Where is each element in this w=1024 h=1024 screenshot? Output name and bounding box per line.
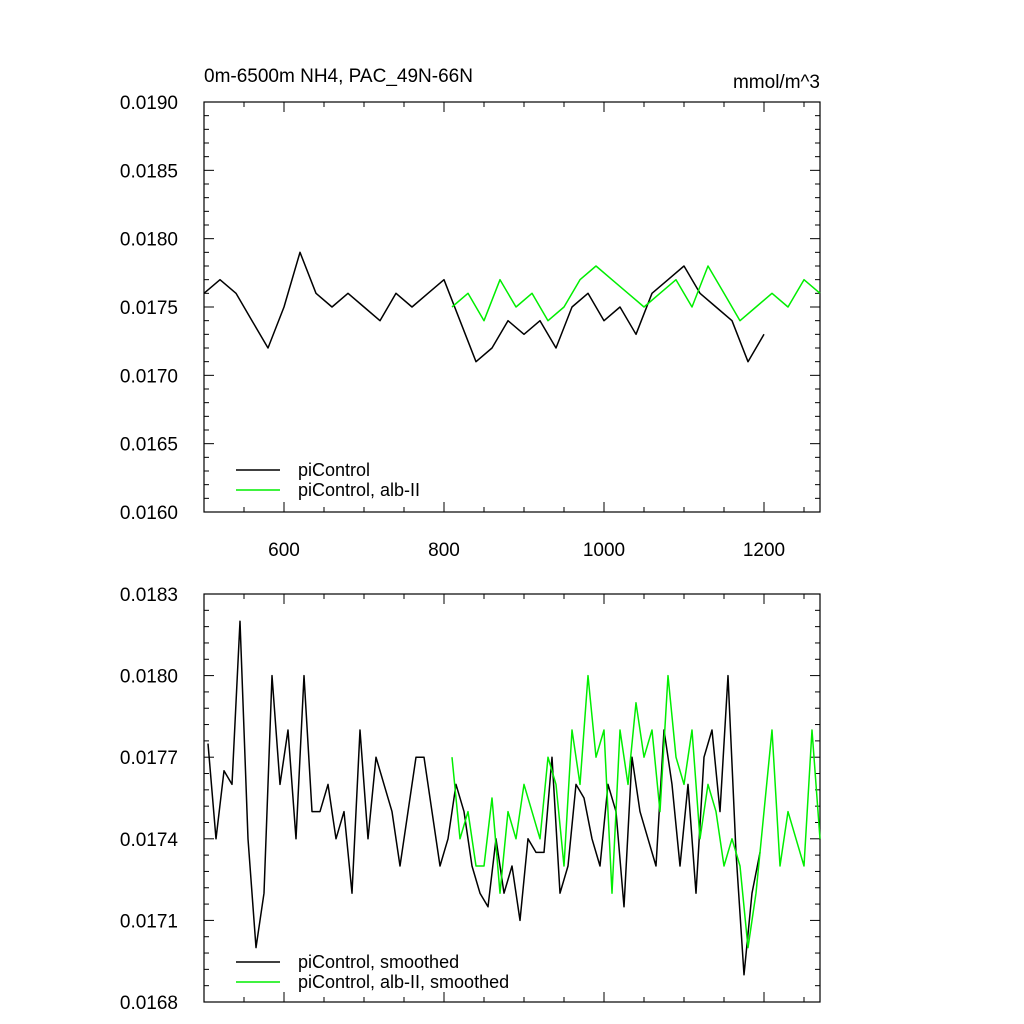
bottom-y-tick-label: 0.0171 (120, 911, 178, 932)
top-legend-label-alb: piControl, alb-II (298, 480, 420, 500)
top-panel: 0m-6500m NH4, PAC_49N-66N mmol/m^3 0.016… (120, 66, 821, 561)
top-axes-group: 0.0160 0.0165 0.0170 0.0175 0.0180 0.0185 0.01… (120, 93, 821, 561)
bottom-y-tick-label: 0.0183 (120, 585, 178, 606)
bottom-legend-label-picontrol: piControl, smoothed (298, 952, 459, 972)
top-series-line-0 (203, 251, 765, 363)
top-y-tick-label: 0.0175 (120, 298, 178, 319)
bottom-panel: 0.0168 0.0171 0.0174 0.0177 0.0180 0.0183 piC… (120, 585, 821, 1014)
top-legend-label-picontrol: piControl (298, 460, 370, 480)
top-series-group (203, 251, 821, 363)
top-x-tick-label: 800 (428, 540, 460, 561)
bottom-series-line-0 (207, 620, 761, 976)
top-y-tick-label: 0.0180 (120, 230, 178, 251)
top-y-tick-label: 0.0185 (120, 161, 178, 182)
top-y-tick-label: 0.0165 (120, 435, 178, 456)
top-legend: piControl piControl, alb-II (236, 460, 420, 500)
top-y-tick-label: 0.0160 (120, 503, 178, 524)
top-x-tick-label: 600 (268, 540, 300, 561)
bottom-y-tick-label: 0.0177 (120, 748, 178, 769)
bottom-y-tick-label: 0.0168 (120, 993, 178, 1014)
bottom-legend-label-alb: piControl, alb-II, smoothed (298, 972, 509, 992)
bottom-axes-group: 0.0168 0.0171 0.0174 0.0177 0.0180 0.0183 (120, 585, 821, 1014)
top-x-tick-label: 1000 (583, 540, 625, 561)
bottom-plot-frame (203, 593, 821, 1003)
bottom-series-group (207, 620, 821, 976)
bottom-legend: piControl, smoothed piControl, alb-II, s… (236, 952, 509, 992)
top-series-line-1 (451, 265, 821, 322)
top-title: 0m-6500m NH4, PAC_49N-66N (204, 66, 473, 87)
bottom-y-tick-label: 0.0174 (120, 830, 179, 851)
bottom-y-tick-label: 0.0180 (120, 667, 178, 688)
top-y-tick-label: 0.0170 (120, 366, 178, 387)
top-plot-frame (203, 101, 821, 513)
top-y-tick-label: 0.0190 (120, 93, 178, 114)
top-units-label: mmol/m^3 (733, 72, 820, 93)
top-x-tick-label: 1200 (743, 540, 785, 561)
bottom-series-line-1 (451, 674, 821, 949)
